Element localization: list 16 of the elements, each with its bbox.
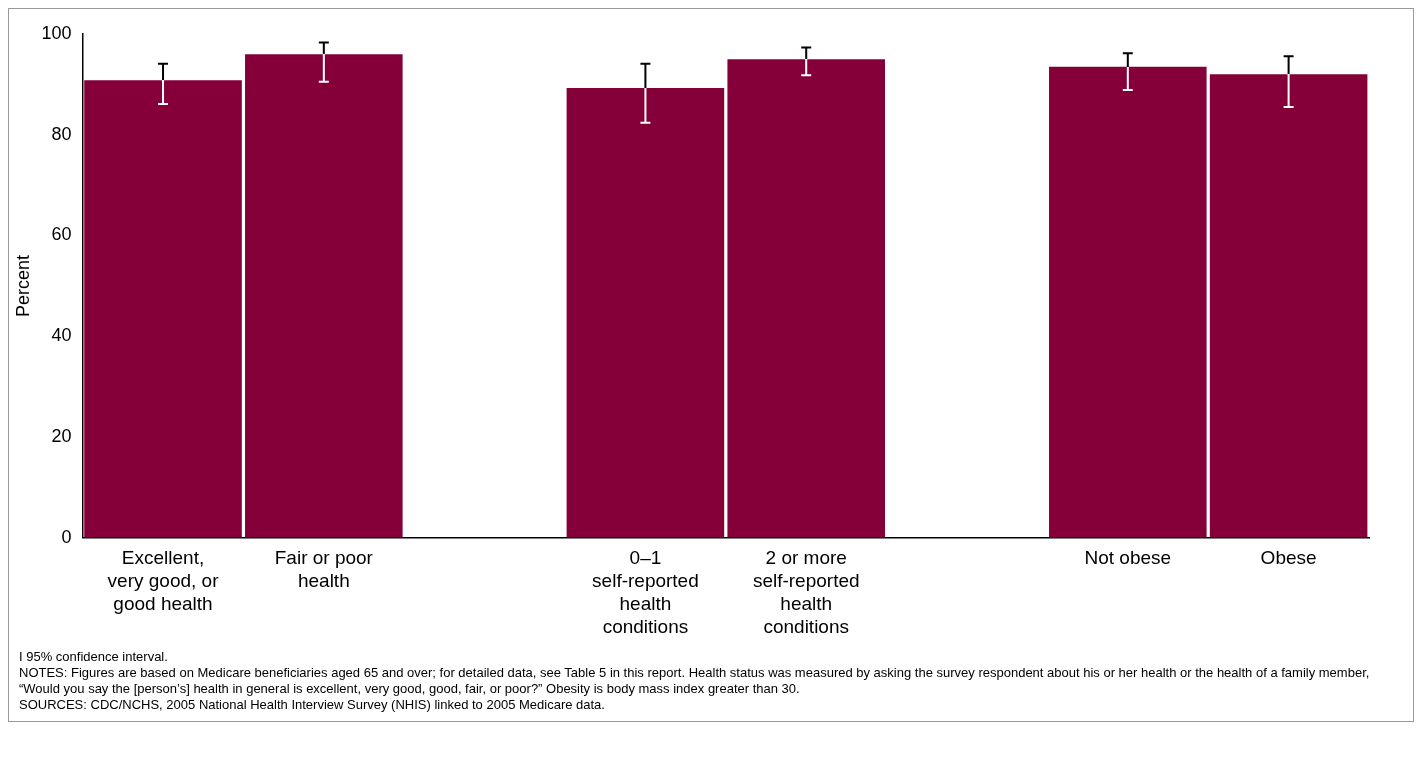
x-tick-label: Excellent, very good, or good health bbox=[107, 547, 220, 615]
y-tick-label: 40 bbox=[51, 325, 72, 346]
y-tick-label: 0 bbox=[61, 526, 72, 547]
y-tick-label: 60 bbox=[51, 224, 72, 245]
y-tick-label: 80 bbox=[51, 123, 72, 144]
x-tick-label: 2 or more self-reported health conditions bbox=[752, 547, 860, 637]
x-tick-label: 0–1 self-reported health conditions bbox=[592, 547, 699, 637]
y-tick-label: 100 bbox=[41, 22, 72, 43]
x-tick-label: Not obese bbox=[1084, 547, 1172, 569]
y-tick-label: 20 bbox=[51, 426, 72, 447]
source-note: SOURCES: CDC/NCHS, 2005 National Health Interview Survey (NHIS) linked to 2005 Medicare data. bbox=[19, 697, 606, 713]
y-axis-title: Percent bbox=[12, 254, 33, 317]
text: NOTES: Figures are based on Medicare beneficiaries aged 65 and over; for detailed data, see Table 5 in this report. Health status was measured by asking the survey respondent about his or her health or the health of a family member, “Would you say the [person’s] health in general is excellent, very good, good, fair, or poor?” Obesity is body mass index greater than 30. bbox=[19, 665, 1371, 697]
text: I 95% confidence interval. bbox=[19, 649, 169, 665]
x-tick-label: Obese bbox=[1260, 547, 1317, 569]
x-tick-label: Fair or poor health bbox=[274, 547, 374, 592]
